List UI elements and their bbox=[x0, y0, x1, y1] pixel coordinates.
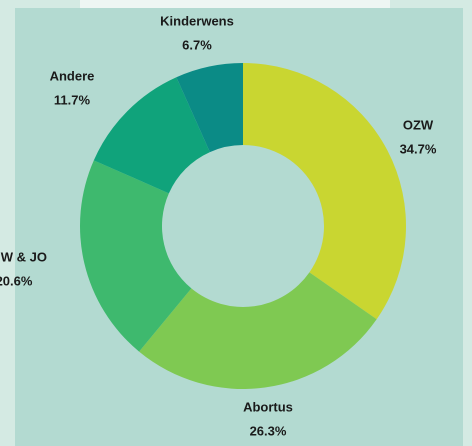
value-label: 20.6% bbox=[0, 273, 33, 288]
value-label: 6.7% bbox=[182, 37, 212, 52]
donut-segment bbox=[243, 63, 406, 320]
top-strip bbox=[80, 0, 390, 8]
segment-label: Abortus bbox=[243, 399, 293, 414]
donut-segment bbox=[93, 77, 210, 194]
segment-label: OZW bbox=[403, 117, 434, 132]
segment-label: Andere bbox=[50, 68, 95, 83]
value-label: 26.3% bbox=[250, 423, 287, 438]
donut-segment bbox=[80, 160, 192, 352]
donut-segment bbox=[139, 272, 377, 389]
donut-segment bbox=[176, 63, 243, 153]
segment-label: W & JO bbox=[1, 249, 47, 264]
value-label: 11.7% bbox=[54, 92, 91, 107]
segment-label: Kinderwens bbox=[160, 13, 234, 28]
value-label: 34.7% bbox=[400, 141, 437, 156]
